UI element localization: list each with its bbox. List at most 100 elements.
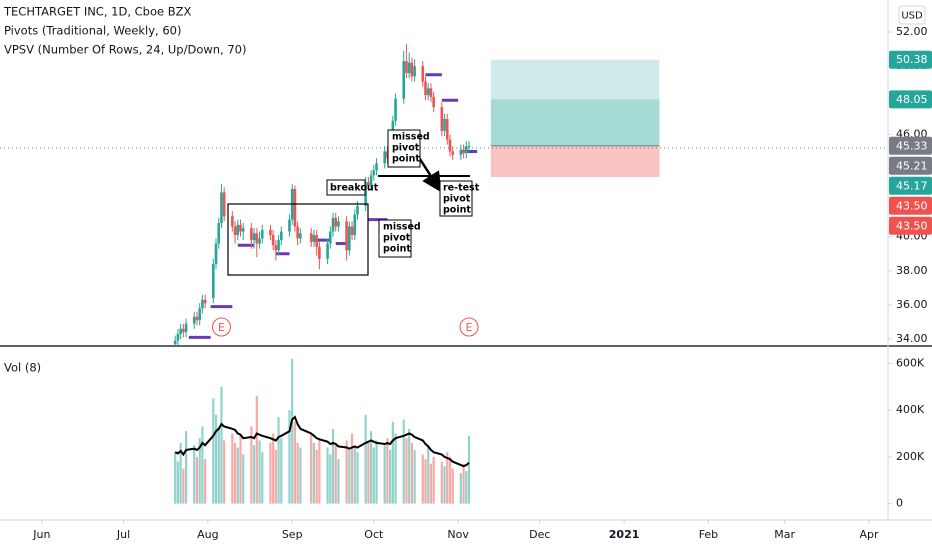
annotation-text: breakout (330, 183, 379, 194)
volume-bar (394, 433, 397, 504)
candle-body (214, 243, 218, 264)
candle-body (250, 228, 253, 241)
candle-body (231, 216, 234, 227)
volume-bar (353, 447, 356, 504)
candle-body (345, 221, 348, 251)
volume-bar (334, 445, 337, 504)
volume-bar (462, 463, 465, 504)
volume-bar (179, 442, 182, 504)
volume-bar (201, 426, 204, 504)
volume-bar (440, 461, 443, 504)
volume-bar (277, 417, 280, 504)
y-tick-label: 0 (896, 497, 903, 510)
volume-bar (372, 447, 375, 504)
candle-body (375, 163, 378, 171)
volume-bar (318, 438, 321, 504)
consolidation-box (227, 203, 369, 276)
candle-body (445, 119, 449, 140)
price-tag (889, 216, 932, 235)
candle-body (315, 235, 318, 247)
candle-body (258, 238, 261, 244)
annotation-text: point (383, 244, 411, 255)
candle-body (198, 308, 201, 321)
x-tick-label: Oct (364, 528, 384, 541)
candle-body (293, 188, 297, 227)
volume-bar (337, 459, 340, 504)
price-tag (889, 90, 932, 109)
volume-bar (421, 454, 424, 504)
annotation-text: pivot (443, 194, 471, 205)
volume-bar (427, 445, 430, 504)
volume-bar (182, 468, 185, 504)
annotation-box (378, 219, 412, 258)
candle-body (465, 146, 468, 154)
candle-body (383, 151, 386, 164)
earnings-marker (459, 317, 479, 337)
volume-bar (296, 442, 299, 504)
candle-body (271, 235, 275, 246)
x-tick-label: Apr (859, 528, 879, 541)
candle-body (184, 323, 188, 333)
volume-bar (231, 433, 234, 504)
volume-bar (274, 449, 277, 504)
candle-body (394, 98, 397, 121)
candle-body (356, 206, 359, 215)
volume-bar (195, 456, 199, 504)
volume-bar (174, 452, 177, 504)
volume-bar (391, 421, 394, 504)
volume-bar (233, 442, 237, 504)
candle-body (173, 340, 177, 345)
volume-bar (326, 447, 329, 504)
y-tick-label: 36.00 (896, 298, 928, 311)
volume-bar (239, 435, 242, 504)
candle-body (176, 333, 180, 341)
candle-body (280, 231, 283, 241)
legend: TECHTARGET INC, 1D, Cboe BZX Pivots (Tra… (3, 5, 247, 375)
candle-body (407, 62, 411, 73)
x-tick-label: Jul (116, 528, 130, 541)
candle-body (353, 214, 357, 236)
x-tick-label: Feb (699, 528, 718, 541)
volume-bar (402, 419, 405, 504)
volume-bar (291, 358, 294, 504)
candle-body (201, 299, 204, 309)
x-tick-label: Jun (32, 528, 50, 541)
volume-bar (193, 445, 196, 504)
volume-bar (255, 396, 258, 504)
candle-body (211, 263, 215, 299)
volume-bar (269, 442, 272, 504)
candle-body (334, 217, 338, 227)
volume-bar (429, 463, 433, 504)
price-tags: 50.38 48.05 45.33 45.21 45.17 43.50 43.50 (889, 50, 932, 235)
x-tick-label: Mar (774, 528, 795, 541)
candle-body (222, 192, 226, 217)
volume-bar (446, 452, 449, 504)
candle-body (448, 139, 452, 152)
earnings-label: E (466, 321, 473, 334)
candle-body (367, 182, 370, 186)
candle-body (236, 224, 240, 236)
candle-body (182, 328, 185, 333)
annotation-text: missed (392, 132, 430, 143)
candle-body (432, 96, 435, 108)
candle-body (269, 229, 272, 236)
candle-body (203, 299, 207, 304)
currency-button[interactable] (898, 5, 926, 25)
annotation-text: point (443, 205, 471, 216)
candle-body (372, 170, 376, 176)
volume-bar (386, 438, 389, 504)
candle-body (462, 149, 465, 154)
candle-body (179, 328, 182, 334)
price-tag-label: 50.38 (896, 53, 928, 66)
volume-bar (408, 428, 411, 504)
price-tag-label: 43.50 (896, 219, 928, 232)
candle-body (459, 149, 463, 155)
annotation-box (326, 179, 366, 196)
volume-bar (369, 431, 373, 504)
volume-bar (293, 421, 297, 504)
y-tick-label: 52.00 (896, 25, 928, 38)
candle-body (260, 229, 264, 239)
